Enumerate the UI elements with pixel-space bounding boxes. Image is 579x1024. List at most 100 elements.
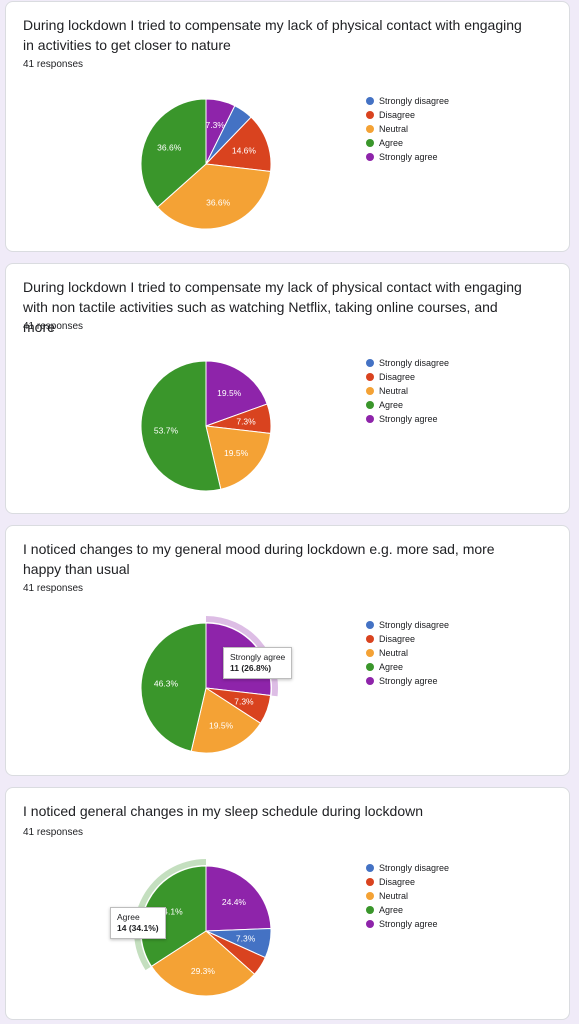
pie-slice-label: 46.3% (154, 678, 179, 688)
legend-item[interactable]: Strongly disagree (366, 861, 556, 875)
legend-label: Agree (379, 905, 404, 915)
legend-label: Strongly disagree (379, 620, 450, 630)
legend-label: Strongly agree (379, 152, 438, 162)
pie-slice-agree[interactable] (140, 622, 207, 752)
legend-label: Strongly agree (379, 919, 438, 929)
legend-label: Strongly disagree (379, 863, 450, 873)
chart-tooltip: Strongly agree 11 (26.8%) (223, 647, 293, 679)
legend-label: Neutral (379, 124, 409, 134)
legend-item[interactable]: Strongly agree (366, 412, 556, 426)
pie-slice-label: 36.6% (157, 143, 182, 153)
legend-swatch (366, 635, 374, 643)
pie-slice-label: 7.3% (236, 934, 256, 944)
chart-card-4: I noticed general changes in my sleep sc… (5, 787, 570, 1020)
pie-slice-label: 34.1% (159, 907, 184, 917)
chart-tooltip: Agree 14 (34.1%) (110, 907, 166, 939)
pie-slice-label: 53.7% (154, 426, 179, 436)
legend-item[interactable]: Agree (366, 398, 556, 412)
pie-slice-label: 19.5% (224, 448, 249, 458)
legend-swatch (366, 878, 374, 886)
response-count: 41 responses (23, 321, 84, 332)
pie-slice-highlight (134, 859, 206, 971)
pie-chart[interactable]: 19.5% 7.3% 19.5% 53.7% (136, 356, 276, 496)
pie-slice-strongly-agree[interactable] (205, 360, 268, 427)
pie-slice-agree[interactable] (140, 360, 222, 492)
legend-swatch (366, 649, 374, 657)
legend-item[interactable]: Strongly disagree (366, 618, 556, 632)
tooltip-value: 11 (26.8%) (230, 663, 272, 673)
legend-swatch (366, 663, 374, 671)
legend-swatch (366, 892, 374, 900)
legend-label: Agree (379, 662, 404, 672)
legend-item[interactable]: Disagree (366, 632, 556, 646)
pie-slice-neutral[interactable] (205, 425, 272, 490)
pie-slice-neutral[interactable] (156, 163, 272, 230)
pie-chart[interactable]: 7.3% 19.5% 46.3% (136, 616, 278, 758)
legend-swatch (366, 920, 374, 928)
legend-label: Strongly agree (379, 676, 438, 686)
pie-slice-agree[interactable] (140, 98, 207, 208)
legend-label: Disagree (379, 634, 416, 644)
legend-label: Strongly disagree (379, 358, 450, 368)
legend-item[interactable]: Neutral (366, 646, 556, 660)
legend-item[interactable]: Neutral (366, 384, 556, 398)
pie-slice-label: 7.3% (236, 416, 256, 426)
legend-item[interactable]: Strongly agree (366, 917, 556, 931)
chart-legend: Strongly disagree Disagree Neutral Agree Str… (366, 618, 556, 688)
question-title: During lockdown I tried to compensate my… (23, 279, 522, 335)
pie-chart[interactable]: 7.3% 14.6% 36.6% 36.6% (136, 94, 276, 234)
pie-chart[interactable]: 24.4% 7.3% 29.3% 34.1% (134, 859, 276, 1001)
legend-item[interactable]: Strongly disagree (366, 356, 556, 370)
legend-item[interactable]: Agree (366, 136, 556, 150)
legend-label: Agree (379, 138, 404, 148)
pie-slice-strongly-agree[interactable] (205, 865, 272, 932)
legend-item[interactable]: Strongly agree (366, 674, 556, 688)
pie-slice-agree[interactable] (140, 865, 207, 968)
legend-swatch (366, 621, 374, 629)
legend-swatch (366, 401, 374, 409)
question-title: During lockdown I tried to compensate my… (23, 17, 522, 53)
legend-swatch (366, 677, 374, 685)
chart-legend: Strongly disagree Disagree Neutral Agree Str… (366, 356, 556, 426)
legend-item[interactable]: Disagree (366, 370, 556, 384)
question-title: I noticed changes to my general mood dur… (23, 541, 495, 577)
chart-card-2: During lockdown I tried to compensate my… (5, 263, 570, 514)
legend-item[interactable]: Strongly disagree (366, 94, 556, 108)
legend-swatch (366, 125, 374, 133)
pie-slice-label: 29.3% (191, 966, 216, 976)
pie-slice-label: 36.6% (206, 197, 231, 207)
pie-slice-label: 19.5% (217, 388, 242, 398)
legend-label: Neutral (379, 386, 409, 396)
legend-label: Agree (379, 400, 404, 410)
legend-item[interactable]: Agree (366, 903, 556, 917)
chart-card-1: During lockdown I tried to compensate my… (5, 1, 570, 252)
tooltip-label: Agree (117, 912, 140, 922)
pie-slice-neutral[interactable] (190, 687, 262, 754)
legend-swatch (366, 864, 374, 872)
legend-swatch (366, 387, 374, 395)
pie-slice-label: 14.6% (232, 145, 257, 155)
pie-slice-disagree[interactable] (204, 116, 272, 173)
legend-item[interactable]: Neutral (366, 889, 556, 903)
legend-label: Disagree (379, 877, 416, 887)
pie-slice-neutral[interactable] (150, 930, 256, 997)
legend-item[interactable]: Neutral (366, 122, 556, 136)
chart-card-3: I noticed changes to my general mood dur… (5, 525, 570, 776)
chart-legend: Strongly disagree Disagree Neutral Agree Str… (366, 94, 556, 164)
legend-label: Strongly agree (379, 414, 438, 424)
legend-label: Disagree (379, 372, 416, 382)
legend-swatch (366, 906, 374, 914)
legend-item[interactable]: Agree (366, 660, 556, 674)
question-title: I noticed general changes in my sleep sc… (23, 803, 424, 819)
legend-swatch (366, 415, 374, 423)
pie-slice-label: 7.3% (205, 120, 225, 130)
legend-item[interactable]: Disagree (366, 875, 556, 889)
chart-legend: Strongly disagree Disagree Neutral Agree Str… (366, 861, 556, 931)
legend-swatch (366, 373, 374, 381)
legend-swatch (366, 153, 374, 161)
legend-swatch (366, 139, 374, 147)
tooltip-label: Strongly agree (230, 652, 286, 662)
legend-item[interactable]: Strongly agree (366, 150, 556, 164)
legend-item[interactable]: Disagree (366, 108, 556, 122)
response-count: 41 responses (23, 59, 84, 70)
